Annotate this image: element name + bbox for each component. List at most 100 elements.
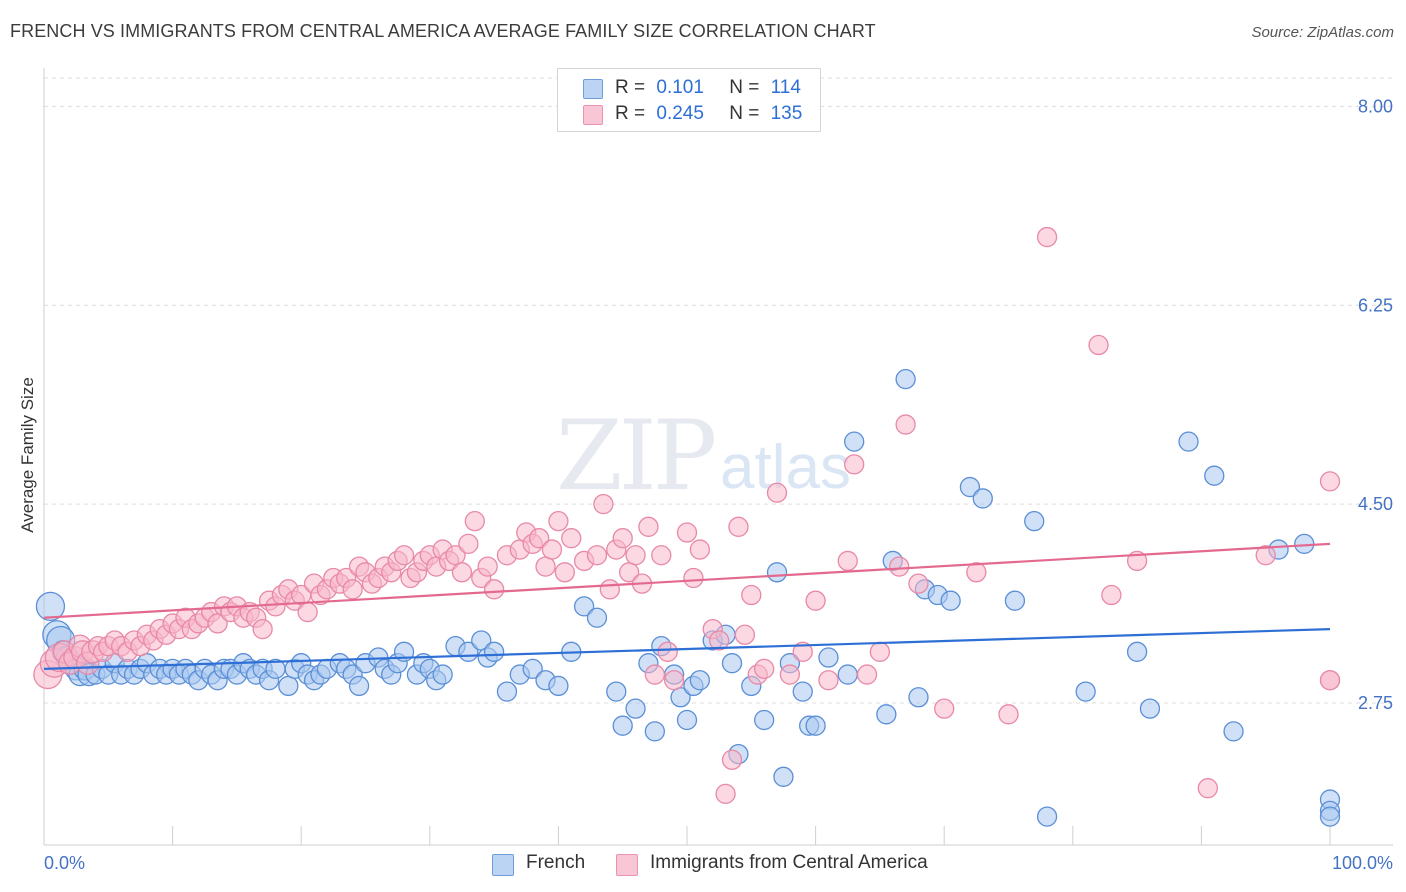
french-r-value: 0.101 — [656, 77, 704, 98]
french-point — [483, 641, 505, 662]
immigrants-point — [895, 414, 916, 435]
french-point — [818, 647, 839, 668]
legend-immigrants-label: Immigrants from Central America — [650, 852, 928, 873]
immigrants-point — [464, 511, 485, 532]
french-n-value: 114 — [770, 77, 801, 98]
immigrants-point — [1088, 334, 1109, 356]
stats-legend: R = 0.101 N = 114 R = 0.245 N = 135 — [557, 68, 821, 132]
immigrants-point — [1036, 226, 1058, 248]
french-swatch — [583, 79, 603, 99]
axes — [43, 68, 1393, 846]
immigrants-point — [715, 783, 736, 805]
x-tick-label-min: 0.0% — [44, 853, 85, 873]
immigrants-point — [548, 511, 569, 532]
legend-immigrants-swatch — [616, 854, 638, 876]
french-point — [35, 591, 66, 622]
french-point — [766, 562, 788, 583]
french-point — [773, 766, 794, 787]
immigrants-point — [856, 664, 878, 685]
french-point — [612, 715, 633, 736]
immigrants-point — [541, 539, 563, 560]
immigrants-r-label: R = — [615, 103, 646, 124]
immigrants-n-value: 135 — [770, 103, 803, 124]
french-point — [1036, 806, 1058, 827]
french-point — [1178, 431, 1199, 452]
immigrants-swatch — [583, 105, 603, 125]
french-point — [1319, 806, 1341, 827]
immigrants-point — [1101, 584, 1122, 606]
immigrants-point — [754, 658, 775, 680]
french-point — [432, 664, 453, 685]
french-point — [972, 488, 993, 509]
french-point — [837, 664, 858, 685]
immigrants-point — [297, 601, 318, 623]
french-point — [348, 675, 370, 697]
immigrants-trend-line — [43, 542, 1331, 619]
immigrants-point — [734, 624, 756, 645]
immigrants-point — [458, 533, 479, 555]
french-point — [1223, 721, 1244, 742]
immigrants-point — [908, 573, 929, 594]
immigrants-point — [844, 454, 865, 475]
immigrants-point — [966, 562, 987, 583]
immigrants-point — [1319, 670, 1341, 691]
french-point — [792, 681, 813, 702]
immigrants-r-value: 0.245 — [656, 103, 704, 124]
french-point — [1204, 465, 1225, 486]
x-tick-label-max: 100.0% — [1332, 853, 1393, 873]
french-point — [586, 607, 608, 628]
immigrants-point — [837, 550, 858, 572]
immigrants-point — [625, 545, 646, 566]
immigrants-point — [561, 528, 582, 549]
y-tick-label: 2.75 — [1358, 693, 1393, 713]
immigrants-point — [657, 641, 678, 662]
french-point — [1139, 698, 1161, 719]
french-point — [959, 476, 981, 498]
immigrants-point — [477, 556, 498, 577]
immigrants-point — [998, 704, 1019, 725]
immigrants-point — [934, 698, 955, 719]
immigrants-point — [393, 545, 415, 566]
immigrants-point — [721, 749, 743, 770]
immigrants-point — [766, 482, 788, 503]
watermark-zip: ZIP — [556, 400, 717, 512]
immigrants-point — [676, 522, 698, 543]
french-point — [908, 687, 929, 708]
immigrants-point — [709, 630, 730, 651]
immigrants-point — [651, 545, 672, 566]
immigrants-point — [535, 556, 556, 577]
immigrants-point — [612, 528, 633, 549]
immigrants-point — [593, 493, 614, 515]
french-point — [895, 368, 916, 390]
french-point — [548, 675, 569, 697]
french-point — [721, 653, 743, 674]
immigrants-point — [1319, 471, 1341, 492]
immigrants-point — [889, 556, 910, 577]
french-point — [606, 681, 627, 702]
immigrants-point — [818, 670, 839, 691]
french-point — [844, 431, 865, 452]
french-point — [676, 709, 698, 731]
french-trend-line — [43, 628, 1331, 670]
immigrants-n-label: N = — [729, 103, 760, 124]
immigrants-point — [451, 562, 473, 583]
french-point — [1004, 590, 1026, 611]
legend-french-label: French — [526, 852, 586, 873]
french-point — [1126, 641, 1148, 662]
legend-french-swatch — [492, 854, 514, 876]
immigrants-point — [638, 516, 659, 537]
french-point — [876, 704, 897, 725]
immigrants-point — [483, 579, 505, 600]
source-label: Source: ZipAtlas.com — [1251, 24, 1394, 41]
french-point — [940, 590, 961, 611]
french-point — [625, 698, 646, 719]
french-point — [1075, 681, 1096, 702]
immigrants-point — [779, 664, 801, 685]
immigrants-point — [663, 670, 685, 691]
immigrants-point — [1197, 778, 1218, 799]
french-point — [644, 721, 665, 742]
immigrants-point — [792, 641, 813, 662]
immigrants-point — [554, 562, 575, 583]
immigrants-point — [683, 567, 704, 589]
